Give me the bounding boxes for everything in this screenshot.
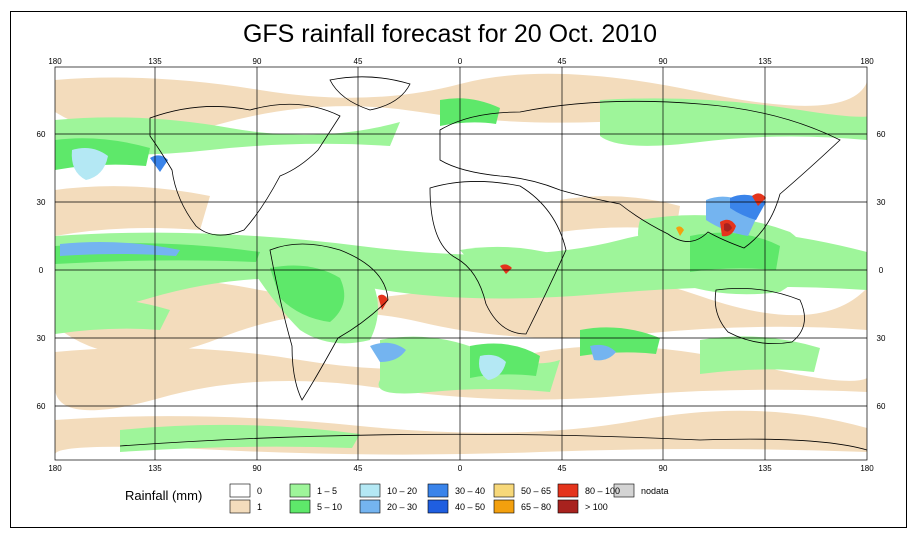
legend-label: 50 – 65 [521, 486, 551, 496]
lat-tick: 0 [39, 266, 44, 275]
lat-tick: 30 [877, 334, 886, 343]
rainfall-field [55, 73, 867, 455]
lon-tick: 45 [354, 464, 363, 473]
map-title: GFS rainfall forecast for 20 Oct. 2010 [242, 20, 658, 48]
legend-label: 65 – 80 [521, 502, 551, 512]
legend-swatch [557, 483, 579, 498]
graticule [54, 66, 868, 461]
lon-ticks-bottom: 180 135 90 45 0 45 90 135 180 [48, 464, 874, 473]
lon-tick: 0 [458, 464, 463, 473]
legend-swatch [359, 483, 381, 498]
legend-label: > 100 [585, 502, 608, 512]
legend-label: 80 – 100 [585, 486, 620, 496]
legend-label: 1 – 5 [317, 486, 337, 496]
lat-ticks-left: 60 30 0 30 60 [37, 130, 46, 411]
legend-swatch [229, 483, 251, 498]
lat-tick: 30 [877, 198, 886, 207]
legend-swatch [493, 483, 515, 498]
lat-tick: 0 [879, 266, 884, 275]
lon-tick: 180 [860, 464, 874, 473]
legend-swatch [359, 499, 381, 514]
lon-tick: 90 [253, 464, 262, 473]
lat-tick: 30 [37, 198, 46, 207]
legend-labels: 0 1 1 – 5 5 – 10 10 – 20 20 – 30 30 – 40 40 – 5… [257, 486, 669, 512]
lon-tick: 90 [253, 57, 262, 66]
legend-label: 1 [257, 502, 262, 512]
legend-swatch [493, 499, 515, 514]
legend-swatch [289, 499, 311, 514]
legend-label: 30 – 40 [455, 486, 485, 496]
legend-label: nodata [641, 486, 669, 496]
lat-tick: 30 [37, 334, 46, 343]
lon-tick: 0 [458, 57, 463, 66]
legend-swatch [557, 499, 579, 514]
lon-tick: 180 [48, 464, 62, 473]
lat-tick: 60 [877, 130, 886, 139]
legend-label: 40 – 50 [455, 502, 485, 512]
lon-tick: 45 [558, 57, 567, 66]
lon-tick: 180 [48, 57, 62, 66]
legend-title: Rainfall (mm) [125, 488, 202, 503]
legend-swatch [613, 483, 635, 498]
lon-tick: 45 [558, 464, 567, 473]
legend-label: 10 – 20 [387, 486, 417, 496]
legend-swatch [427, 483, 449, 498]
lat-tick: 60 [877, 402, 886, 411]
legend-label: 0 [257, 486, 262, 496]
legend-swatch [229, 499, 251, 514]
lon-tick: 45 [354, 57, 363, 66]
lon-ticks-top: 180 135 90 45 0 45 90 135 180 [48, 57, 874, 66]
legend-swatch [427, 499, 449, 514]
legend-swatches [229, 483, 635, 514]
lat-tick: 60 [37, 130, 46, 139]
lon-tick: 135 [148, 57, 162, 66]
lon-tick: 180 [860, 57, 874, 66]
lon-tick: 135 [758, 57, 772, 66]
legend-label: 20 – 30 [387, 502, 417, 512]
legend-label: 5 – 10 [317, 502, 342, 512]
legend-swatch [289, 483, 311, 498]
lat-tick: 60 [37, 402, 46, 411]
lon-tick: 90 [659, 464, 668, 473]
lon-tick: 90 [659, 57, 668, 66]
lon-tick: 135 [148, 464, 162, 473]
lon-tick: 135 [758, 464, 772, 473]
lat-ticks-right: 60 30 0 30 60 [877, 130, 886, 411]
